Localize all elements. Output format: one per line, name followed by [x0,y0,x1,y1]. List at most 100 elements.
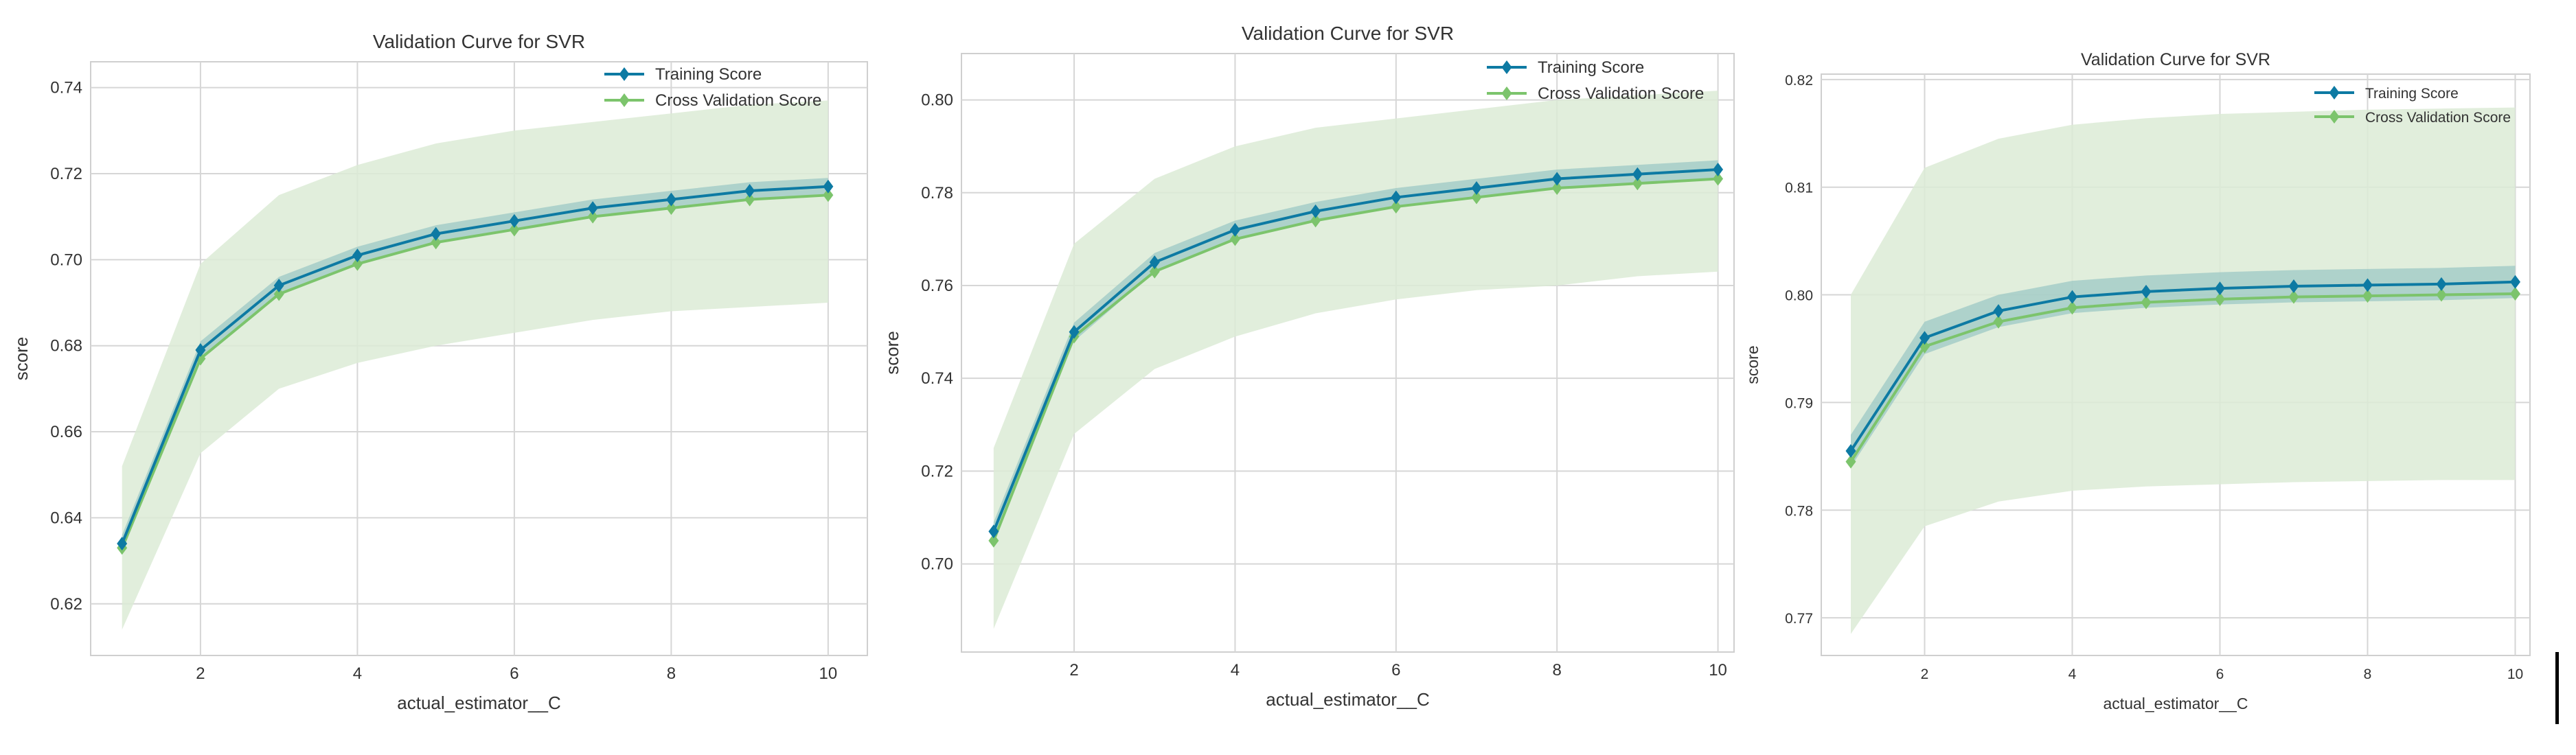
cv-score-band [1851,107,2516,634]
legend-cv-label: Cross Validation Score [2365,110,2511,126]
training-score-point [665,192,676,207]
y-axis-label: score [882,331,902,375]
training-score-point [2288,279,2299,293]
cv-score-point [2141,295,2152,310]
x-tick-label: 8 [667,664,676,683]
training-score-point [1391,190,1402,205]
text-cursor [2555,652,2559,724]
training-score-point [2215,281,2225,296]
training-score-point [1471,181,1482,196]
x-tick-label: 8 [1553,661,1562,680]
cv-score-point [1713,172,1724,186]
training-score-point [1069,325,1080,339]
cv-score-point [2362,289,2373,303]
y-tick-label: 0.79 [1785,395,1813,411]
training-score-line [992,167,1718,532]
training-score-point [1149,255,1160,270]
cv-score-point [587,209,598,224]
training-score-point [1551,172,1562,186]
y-tick-label: 0.74 [921,369,953,388]
legend: Training Score Cross Validation Score [2314,86,2511,126]
legend-training-marker [1501,60,1512,74]
cv-score-point [1149,264,1160,279]
legend-cv-marker [619,93,630,107]
chart-panel-3: 2 4 6 8 10 0.77 0.78 0.79 0.80 0.81 0.82 Validation… [1744,50,2531,712]
chart-title: Validation Curve for SVR [2081,50,2270,69]
cv-score-point [352,257,363,271]
cv-score-point [2436,288,2447,302]
legend-cv-label: Cross Validation Score [1538,84,1704,103]
y-tick-label: 0.62 [50,595,82,614]
x-tick-label: 6 [510,664,518,683]
training-score-point [744,184,755,198]
x-tick-label: 2 [1921,666,1929,682]
training-score-band [1851,266,2516,467]
cv-score-line [992,177,1718,542]
cv-score-band [122,100,828,630]
x-axis-label: actual_estimator__C [1266,689,1429,710]
cv-score-point [1993,314,2004,329]
y-tick-label: 0.68 [50,337,82,356]
x-tick-label: 10 [819,664,838,683]
cv-score-point [2288,290,2299,304]
training-score-point [509,213,520,228]
x-tick-label: 4 [1231,661,1240,680]
x-tick-label: 10 [2507,666,2523,682]
cv-score-point [1845,454,1856,469]
chart-title: Validation Curve for SVR [373,31,585,52]
cv-score-point [509,222,520,237]
y-tick-label: 0.64 [50,509,82,527]
training-score-point [1229,222,1240,237]
y-tick-label: 0.74 [50,79,82,97]
y-tick-label: 0.81 [1785,181,1813,196]
x-axis-label: actual_estimator__C [2104,695,2248,712]
y-tick-label: 0.78 [921,184,953,202]
y-axis-label: score [1744,345,1762,384]
training-score-point [2141,284,2152,299]
chart-title: Validation Curve for SVR [1242,23,1454,44]
x-tick-label: 2 [1069,661,1078,680]
y-tick-label: 0.72 [921,462,953,480]
cv-score-point [273,287,284,301]
chart-panel-2: 2 4 6 8 10 0.70 0.72 0.74 0.76 0.78 0.80 Validation… [882,23,1735,710]
cv-score-point [1310,213,1321,228]
training-score-band [122,178,828,553]
y-tick-label: 0.78 [1785,503,1813,519]
legend: Training Score Cross Validation Score [604,65,821,110]
training-score-point [1713,162,1724,176]
y-tick-label: 0.70 [921,555,953,574]
y-tick-label: 0.76 [921,277,953,295]
x-tick-label: 6 [2216,666,2224,682]
legend-training-label: Training Score [2365,86,2459,102]
y-tick-label: 0.72 [50,165,82,183]
training-score-point [431,226,442,241]
legend-training-label: Training Score [655,65,762,84]
legend-training-marker [2329,86,2340,100]
x-tick-label: 8 [2364,666,2372,682]
x-tick-label: 4 [353,664,362,683]
x-axis-label: actual_estimator__C [397,693,560,713]
x-tick-label: 6 [1391,661,1400,680]
cv-score-point [988,533,999,548]
training-score-point [273,278,284,292]
training-score-point [117,537,128,551]
cv-score-point [1391,200,1402,214]
cv-score-point [431,235,442,250]
cv-score-point [823,188,834,202]
y-tick-label: 0.82 [1785,73,1813,89]
y-tick-label: 0.66 [50,423,82,441]
training-score-point [352,248,363,263]
cv-score-line [1849,292,2516,463]
y-axis-label: score [11,337,32,381]
y-tick-label: 0.77 [1785,611,1813,627]
x-tick-label: 10 [1709,661,1727,680]
training-score-point [1993,304,2004,318]
training-score-point [1310,204,1321,218]
training-score-point [1919,331,1930,345]
cv-score-point [665,201,676,216]
training-score-point [823,179,834,194]
legend-training-label: Training Score [1538,58,1644,77]
training-score-point [2067,290,2077,304]
